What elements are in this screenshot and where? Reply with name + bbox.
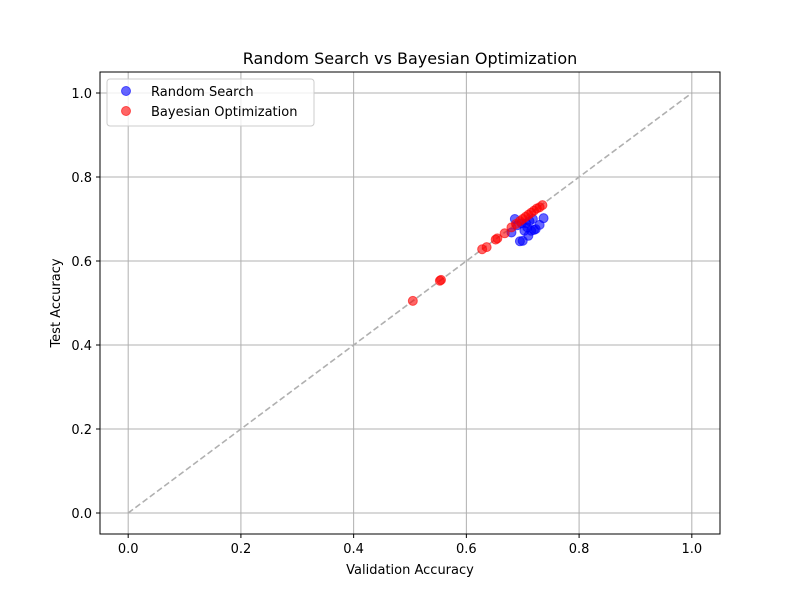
- legend-marker-bayesian-optimization: [121, 106, 131, 116]
- y-tick-label: 1.0: [71, 87, 92, 102]
- x-tick-label: 0.2: [231, 542, 252, 557]
- legend-marker-random-search: [121, 86, 131, 96]
- x-axis-label: Validation Accuracy: [346, 563, 474, 578]
- legend-label-random-search: Random Search: [151, 85, 254, 100]
- point-random-search: [538, 213, 549, 224]
- legend-label-bayesian-optimization: Bayesian Optimization: [151, 105, 297, 120]
- x-tick-label: 0.4: [343, 542, 364, 557]
- y-tick-label: 0.8: [71, 171, 92, 186]
- point-bayesian-optimization: [407, 295, 418, 306]
- grid: [100, 72, 720, 534]
- y-tick-label: 0.2: [71, 423, 92, 438]
- point-bayesian-optimization: [481, 242, 492, 253]
- x-tick-label: 0.0: [118, 542, 139, 557]
- axis-ticks: 0.0 0.2 0.4 0.6 0.8 1.0 0.0 0.2 0.4 0.6 0.8 1.0: [71, 87, 702, 557]
- y-tick-label: 0.6: [71, 255, 92, 270]
- chart-title: Random Search vs Bayesian Optimization: [243, 49, 578, 68]
- legend: Random Search Bayesian Optimization: [106, 78, 315, 127]
- point-bayesian-optimization: [436, 274, 446, 285]
- y-tick-label: 0.4: [71, 339, 92, 354]
- point-bayesian-optimization: [537, 200, 548, 211]
- plot-frame: [99, 71, 721, 535]
- point-bayesian-optimization: [492, 233, 503, 244]
- point-bayesian-optimization: [499, 228, 510, 239]
- y-axis-label: Test Accuracy: [49, 258, 64, 348]
- y-tick-label: 0.0: [71, 507, 92, 522]
- legend-box: [106, 78, 315, 127]
- x-tick-label: 1.0: [681, 542, 702, 557]
- x-tick-label: 0.6: [456, 542, 477, 557]
- data-points: [407, 200, 549, 306]
- x-tick-label: 0.8: [569, 542, 590, 557]
